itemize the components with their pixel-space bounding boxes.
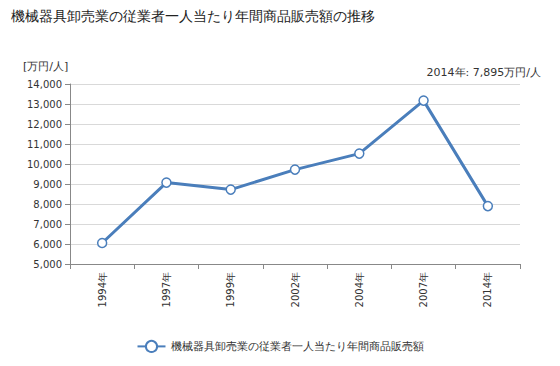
svg-text:[万円/人]: [万円/人] <box>23 60 68 73</box>
svg-text:2002年: 2002年 <box>290 272 301 307</box>
svg-text:1994年: 1994年 <box>97 272 108 307</box>
svg-text:12,000: 12,000 <box>27 119 62 130</box>
svg-text:13,000: 13,000 <box>27 99 62 110</box>
svg-text:2014年: 2014年 <box>482 272 493 307</box>
svg-text:10,000: 10,000 <box>27 159 62 170</box>
svg-text:5,000: 5,000 <box>33 259 62 270</box>
svg-text:2007年: 2007年 <box>418 272 429 307</box>
svg-text:機械器具卸売業の従業者一人当たり年間商品販売額: 機械器具卸売業の従業者一人当たり年間商品販売額 <box>171 340 424 353</box>
svg-text:2004年: 2004年 <box>354 272 365 307</box>
svg-text:1997年: 1997年 <box>161 272 172 307</box>
svg-text:7,000: 7,000 <box>33 219 62 230</box>
svg-text:機械器具卸売業の従業者一人当たり年間商品販売額の推移: 機械器具卸売業の従業者一人当たり年間商品販売額の推移 <box>11 8 375 24</box>
svg-text:1999年: 1999年 <box>225 272 236 307</box>
svg-text:14,000: 14,000 <box>27 79 62 90</box>
svg-text:11,000: 11,000 <box>27 139 62 150</box>
svg-text:6,000: 6,000 <box>33 239 62 250</box>
svg-text:8,000: 8,000 <box>33 199 62 210</box>
svg-text:9,000: 9,000 <box>33 179 62 190</box>
svg-text:2014年: 7,895万円/人: 2014年: 7,895万円/人 <box>427 66 541 79</box>
